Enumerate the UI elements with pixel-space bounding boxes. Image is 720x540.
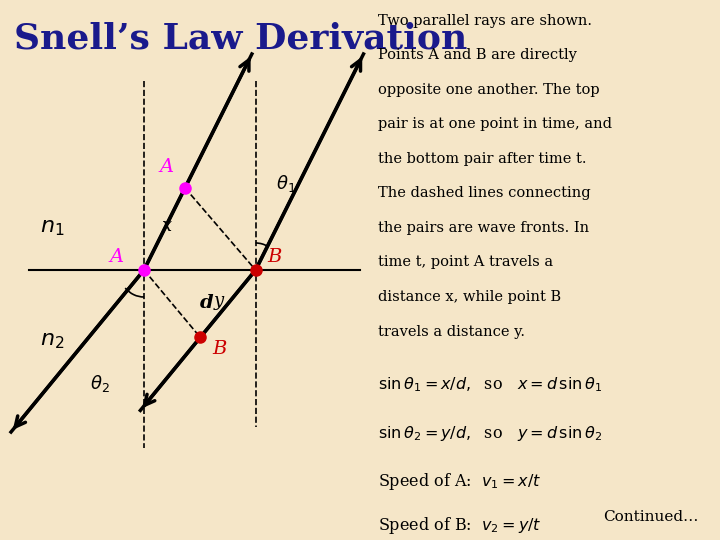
Text: Speed of B:  $v_2 = y/t$: Speed of B: $v_2 = y/t$ [378,515,541,536]
Text: opposite one another. The top: opposite one another. The top [378,83,600,97]
Text: the pairs are wave fronts. In: the pairs are wave fronts. In [378,221,589,235]
Text: A: A [109,248,124,266]
Text: pair is at one point in time, and: pair is at one point in time, and [378,117,612,131]
Text: time t, point A travels a: time t, point A travels a [378,255,553,269]
Text: Snell’s Law Derivation: Snell’s Law Derivation [14,22,468,56]
Text: Points A and B are directly: Points A and B are directly [378,48,577,62]
Text: $\theta_1$: $\theta_1$ [276,173,296,194]
Text: x: x [162,217,172,235]
Text: B: B [267,248,282,266]
Text: distance x, while point B: distance x, while point B [378,290,561,304]
Text: Two parallel rays are shown.: Two parallel rays are shown. [378,14,592,28]
Text: d: d [200,294,214,312]
Text: B: B [212,340,226,357]
Text: the bottom pair after time t.: the bottom pair after time t. [378,152,587,166]
Text: y: y [213,292,223,310]
Text: $\theta_2$: $\theta_2$ [90,373,109,394]
Text: $\sin\theta_2 = y/d,$  so   $y = d\,\sin\theta_2$: $\sin\theta_2 = y/d,$ so $y = d\,\sin\th… [378,424,602,443]
Text: $\sin\theta_1 = x/d,$  so   $x = d\,\sin\theta_1$: $\sin\theta_1 = x/d,$ so $x = d\,\sin\th… [378,375,602,394]
Text: A: A [160,158,174,176]
Text: Continued…: Continued… [603,510,698,524]
Text: travels a distance y.: travels a distance y. [378,325,525,339]
Text: $n_2$: $n_2$ [40,329,64,351]
Text: The dashed lines connecting: The dashed lines connecting [378,186,590,200]
Text: Speed of A:  $v_1 = x/t$: Speed of A: $v_1 = x/t$ [378,471,541,492]
Text: $n_1$: $n_1$ [40,216,64,238]
